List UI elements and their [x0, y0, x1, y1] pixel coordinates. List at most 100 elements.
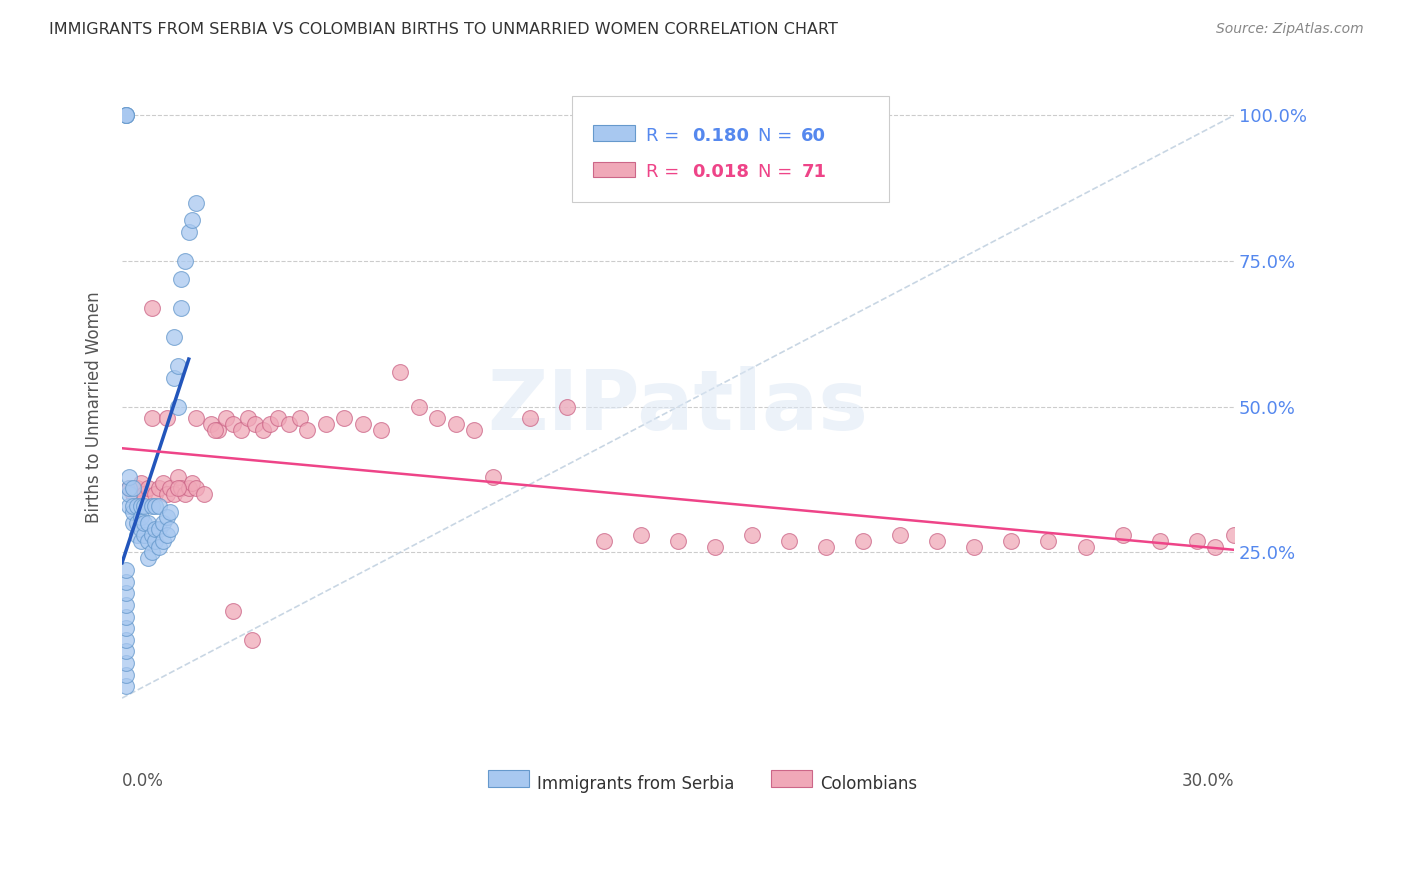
Point [155, 411, 177, 425]
Point [114, 563, 136, 577]
Text: 60: 60 [801, 127, 827, 145]
Point [145, 522, 167, 536]
Point [141, 499, 163, 513]
Text: 0.180: 0.180 [692, 127, 749, 145]
Point [1111, 528, 1133, 542]
Point [215, 411, 238, 425]
Text: R =: R = [645, 127, 685, 145]
Point [114, 108, 136, 122]
Point [370, 423, 392, 437]
Point [704, 540, 727, 554]
Point [134, 487, 156, 501]
Text: IMMIGRANTS FROM SERBIA VS COLOMBIAN BIRTHS TO UNMARRIED WOMEN CORRELATION CHART: IMMIGRANTS FROM SERBIA VS COLOMBIAN BIRT… [49, 22, 838, 37]
Point [136, 551, 159, 566]
Point [159, 481, 181, 495]
Point [1000, 533, 1022, 548]
Point [388, 365, 411, 379]
Point [288, 411, 311, 425]
Point [240, 632, 263, 647]
Point [136, 533, 159, 548]
Point [181, 475, 204, 490]
Point [277, 417, 299, 432]
Point [155, 487, 177, 501]
Point [152, 475, 174, 490]
Point [352, 417, 374, 432]
Point [141, 545, 163, 559]
Point [963, 540, 986, 554]
Point [174, 487, 197, 501]
Point [114, 644, 136, 658]
Point [125, 528, 148, 542]
Point [114, 621, 136, 635]
Point [222, 604, 245, 618]
Point [1204, 540, 1226, 554]
Point [152, 516, 174, 531]
Point [148, 499, 170, 513]
Point [252, 423, 274, 437]
FancyBboxPatch shape [572, 96, 889, 202]
Point [174, 254, 197, 268]
Point [259, 417, 281, 432]
Point [145, 487, 167, 501]
Point [519, 411, 541, 425]
FancyBboxPatch shape [593, 126, 634, 141]
Text: 30.0%: 30.0% [1181, 772, 1234, 790]
Point [186, 411, 208, 425]
Point [114, 632, 136, 647]
Point [145, 499, 167, 513]
Point [815, 540, 838, 554]
Point [155, 510, 177, 524]
Point [778, 533, 800, 548]
Text: Immigrants from Serbia: Immigrants from Serbia [537, 775, 734, 793]
Point [163, 370, 186, 384]
Text: N =: N = [758, 163, 799, 181]
Point [122, 516, 145, 531]
Point [125, 516, 148, 531]
Point [166, 400, 188, 414]
Point [114, 574, 136, 589]
Text: Colombians: Colombians [820, 775, 917, 793]
Point [159, 522, 181, 536]
Point [141, 528, 163, 542]
Point [159, 505, 181, 519]
Point [141, 301, 163, 315]
Text: ZIPatlas: ZIPatlas [488, 367, 869, 447]
Point [122, 481, 145, 495]
Point [297, 423, 319, 437]
Point [463, 423, 485, 437]
Point [129, 533, 152, 548]
Point [166, 469, 188, 483]
Point [181, 213, 204, 227]
Point [134, 516, 156, 531]
Text: 0.0%: 0.0% [122, 772, 165, 790]
Point [245, 417, 267, 432]
Text: N =: N = [758, 127, 799, 145]
Point [145, 533, 167, 548]
Point [129, 499, 152, 513]
Point [177, 225, 200, 239]
Point [630, 528, 652, 542]
Point [114, 680, 136, 694]
Point [129, 510, 152, 524]
Point [481, 469, 503, 483]
FancyBboxPatch shape [772, 770, 813, 788]
Text: R =: R = [645, 163, 685, 181]
Point [1223, 528, 1246, 542]
Point [426, 411, 449, 425]
Point [204, 423, 226, 437]
Point [207, 423, 229, 437]
Point [315, 417, 337, 432]
Point [852, 533, 875, 548]
Point [118, 481, 141, 495]
Point [152, 533, 174, 548]
Point [170, 271, 193, 285]
Point [118, 469, 141, 483]
Point [118, 499, 141, 513]
Point [114, 656, 136, 670]
Point [114, 667, 136, 681]
Point [666, 533, 689, 548]
Y-axis label: Births to Unmarried Women: Births to Unmarried Women [86, 291, 103, 523]
Point [114, 598, 136, 612]
Point [177, 481, 200, 495]
Point [122, 505, 145, 519]
